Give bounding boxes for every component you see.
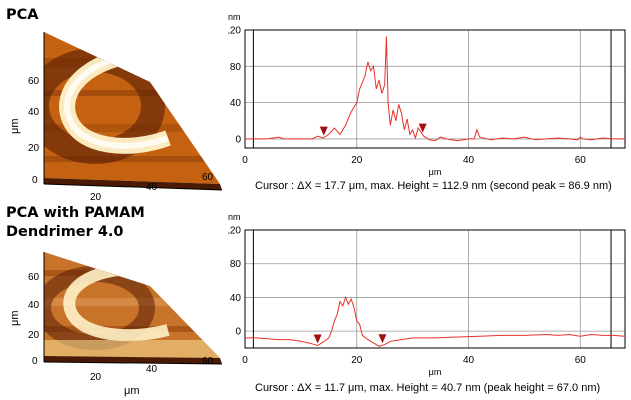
y-tick-label: 40 xyxy=(230,98,242,109)
afm-x-label: μm xyxy=(124,385,140,397)
afm-image-pca-pamam: 0 20 40 60 μm 20 40 60 μm xyxy=(9,252,223,397)
chart-caption-pca: Cursor : ΔX = 17.7 μm, max. Height = 112… xyxy=(255,180,612,192)
y-tick-label: 120 xyxy=(228,226,241,237)
afm-y-label: μm xyxy=(9,118,21,134)
panel-title-line: Dendrimer 4.0 xyxy=(6,224,124,240)
height-profile-line xyxy=(245,295,626,347)
plot-frame xyxy=(244,229,626,349)
panel-title-pca-pamam: PCA with PAMAM Dendrimer 4.0 xyxy=(6,204,145,242)
y-axis-unit-label: nm xyxy=(228,12,241,22)
x-axis-label: μm xyxy=(429,167,442,177)
chart-caption-pca-pamam: Cursor : ΔX = 11.7 μm, max. Height = 40.… xyxy=(255,382,601,394)
x-tick-label: 20 xyxy=(351,155,363,166)
panel-title-line: PCA xyxy=(6,7,39,23)
afm-x-tick: 60 xyxy=(202,356,214,367)
cursor-marker xyxy=(313,334,322,344)
y-axis-unit-label: nm xyxy=(228,212,241,222)
afm-y-tick: 60 xyxy=(28,76,40,87)
plot-frame xyxy=(244,29,626,149)
y-tick-label: 0 xyxy=(235,134,241,145)
x-tick-label: 0 xyxy=(242,355,248,366)
afm-y-tick: 40 xyxy=(28,107,40,118)
panel-title-line: PCA with PAMAM xyxy=(6,205,145,221)
afm-y-tick: 20 xyxy=(28,330,40,341)
x-axis-label: μm xyxy=(429,367,442,377)
cursor-marker xyxy=(378,334,387,344)
afm-x-tick: 20 xyxy=(90,192,102,200)
y-tick-label: 0 xyxy=(235,327,241,338)
y-tick-label: 40 xyxy=(230,293,242,304)
cursor-marker xyxy=(418,123,427,133)
afm-x-tick: 60 xyxy=(202,172,214,183)
y-tick-label: 80 xyxy=(230,62,242,73)
x-tick-label: 60 xyxy=(575,155,587,166)
height-profile-line xyxy=(245,36,625,142)
y-tick-label: 80 xyxy=(230,259,242,270)
height-profile-chart-pca: nm 0 40 80 120 0 20 40 60 μm xyxy=(228,12,626,177)
x-tick-label: 20 xyxy=(351,355,363,366)
afm-y-tick: 0 xyxy=(32,175,38,186)
height-profile-chart-pca-pamam: nm 0 40 80 120 0 20 40 60 μm xyxy=(228,212,626,377)
afm-y-tick: 20 xyxy=(28,143,40,154)
afm-y-tick: 0 xyxy=(32,356,38,367)
x-tick-label: 0 xyxy=(242,155,248,166)
y-tick-label: 120 xyxy=(228,26,241,37)
panel-title-pca: PCA xyxy=(6,6,39,25)
afm-image-pca: 0 20 40 60 μm 20 40 60 μm xyxy=(9,32,223,200)
x-tick-label: 40 xyxy=(463,355,475,366)
afm-y-tick: 40 xyxy=(28,300,40,311)
x-tick-label: 60 xyxy=(575,355,587,366)
x-tick-label: 40 xyxy=(463,155,475,166)
afm-y-tick: 60 xyxy=(28,272,40,283)
afm-x-tick: 40 xyxy=(146,182,158,193)
afm-x-tick: 20 xyxy=(90,372,102,383)
afm-x-tick: 40 xyxy=(146,364,158,375)
afm-y-label: μm xyxy=(9,310,21,326)
cursor-marker xyxy=(319,126,328,136)
